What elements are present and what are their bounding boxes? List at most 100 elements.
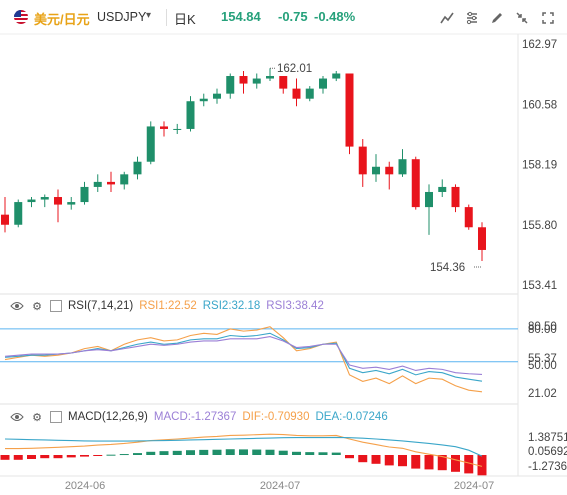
bullish-candle: [425, 184, 433, 235]
symbol-selector[interactable]: USDJPY: [97, 10, 147, 24]
macd-tick-label: 1.38751: [528, 432, 567, 444]
candle-body: [1, 214, 9, 225]
macd-histogram-bar: [331, 452, 341, 455]
compress-icon[interactable]: [512, 8, 532, 28]
candle-body: [186, 101, 195, 129]
bullish-candle: [252, 73, 261, 89]
macd-histogram-bar: [292, 451, 301, 455]
settings-icon[interactable]: [462, 8, 482, 28]
bullish-candle: [80, 181, 89, 205]
macd-histogram-bar: [437, 455, 447, 471]
bullish-candle: [319, 76, 327, 94]
macd-tick-label: 0.05692: [528, 446, 567, 458]
macd-histogram-bar: [411, 455, 421, 469]
dea-value: DEA:-0.07246: [315, 411, 388, 423]
macd-histogram-bar: [371, 455, 381, 464]
macd-histogram-bar: [451, 455, 460, 472]
candle-body: [199, 98, 208, 102]
macd-histogram-bar: [384, 455, 394, 466]
bearish-candle: [358, 139, 367, 187]
macd-histogram-bar: [424, 455, 434, 470]
bearish-candle: [478, 222, 486, 262]
gear-icon[interactable]: ⚙: [32, 411, 42, 424]
dif-value: DIF:-0.70930: [242, 411, 310, 423]
candle-body: [332, 73, 341, 79]
bearish-candle: [464, 204, 473, 230]
candle-body: [385, 166, 394, 175]
macd-histogram-bar: [106, 454, 116, 456]
dif-line: [5, 433, 483, 467]
gear-icon[interactable]: ⚙: [32, 300, 42, 313]
rsi-name: RSI(7,14,21): [68, 300, 134, 312]
bullish-candle: [438, 179, 447, 198]
candle-body: [14, 202, 23, 225]
bullish-candle: [199, 93, 208, 107]
draw-icon[interactable]: [487, 8, 507, 28]
pair-name[interactable]: 美元/日元: [34, 12, 90, 27]
interval-selector[interactable]: 日K: [174, 12, 196, 27]
fullscreen-icon[interactable]: [538, 8, 558, 28]
candle-body: [266, 76, 274, 79]
candle-body: [252, 78, 261, 84]
macd-histogram-bar: [252, 449, 262, 455]
time-tick-label: 2024-07: [260, 480, 300, 492]
eye-icon[interactable]: [10, 410, 24, 424]
rsi-tick-label: 50.00: [528, 360, 557, 372]
bullish-candle: [27, 197, 36, 208]
bearish-candle: [54, 189, 62, 223]
bullish-candle: [186, 96, 195, 132]
bullish-candle: [93, 174, 102, 192]
rsi-icon: [50, 300, 62, 312]
us-flag-icon: [14, 10, 28, 24]
eye-icon[interactable]: [10, 299, 24, 313]
macd-value: MACD:-1.27367: [153, 411, 237, 423]
price-tick-label: 158.19: [522, 160, 557, 172]
bullish-candle: [266, 68, 274, 82]
rsi-tick-label: 80.50: [528, 321, 557, 333]
macd-histogram-bar: [265, 449, 275, 455]
chevron-down-icon[interactable]: ▾: [146, 10, 152, 21]
bullish-candle: [120, 171, 129, 190]
bullish-candle: [173, 123, 182, 134]
candle-body: [146, 126, 155, 162]
bullish-candle: [332, 70, 341, 82]
candle-body: [27, 199, 36, 203]
macd-name: MACD(12,26,9): [68, 411, 148, 423]
last-price: 154.84: [221, 9, 261, 24]
rsi3-line: [4, 336, 483, 375]
candle-body: [305, 88, 314, 99]
candle-body: [160, 126, 168, 129]
candle-body: [93, 181, 102, 187]
rsi2-line: [4, 332, 483, 382]
macd-histogram-bar: [0, 455, 10, 460]
macd-icon: [50, 411, 62, 423]
time-tick-label: 2024-07: [454, 480, 494, 492]
macd-histogram-bar: [159, 451, 169, 455]
macd-histogram-bar: [318, 452, 328, 455]
indicators-icon[interactable]: [437, 8, 457, 28]
rsi-tick-label: 80.00: [528, 324, 557, 336]
candle-body: [67, 202, 76, 205]
bullish-candle: [40, 194, 49, 208]
bearish-candle: [451, 184, 460, 213]
bearish-candle: [239, 70, 248, 94]
macd-histogram-bar: [93, 455, 103, 456]
macd-histogram-bar: [186, 450, 195, 455]
macd-histogram-bar: [464, 455, 474, 474]
bullish-candle: [226, 73, 235, 99]
macd-histogram-bar: [345, 455, 354, 459]
price-change: -0.75: [278, 9, 308, 24]
macd-histogram-bar: [133, 453, 142, 455]
candle-body: [213, 93, 221, 99]
bullish-candle: [398, 149, 407, 177]
macd-histogram-bar: [239, 449, 248, 455]
macd-histogram-bar: [27, 455, 36, 459]
candle-body: [54, 197, 62, 205]
macd-histogram-bar: [278, 450, 288, 455]
bearish-candle: [345, 73, 354, 155]
candle-body: [372, 166, 380, 175]
macd-histogram-bar: [146, 451, 156, 455]
bearish-candle: [107, 171, 115, 192]
bullish-candle: [14, 199, 23, 228]
